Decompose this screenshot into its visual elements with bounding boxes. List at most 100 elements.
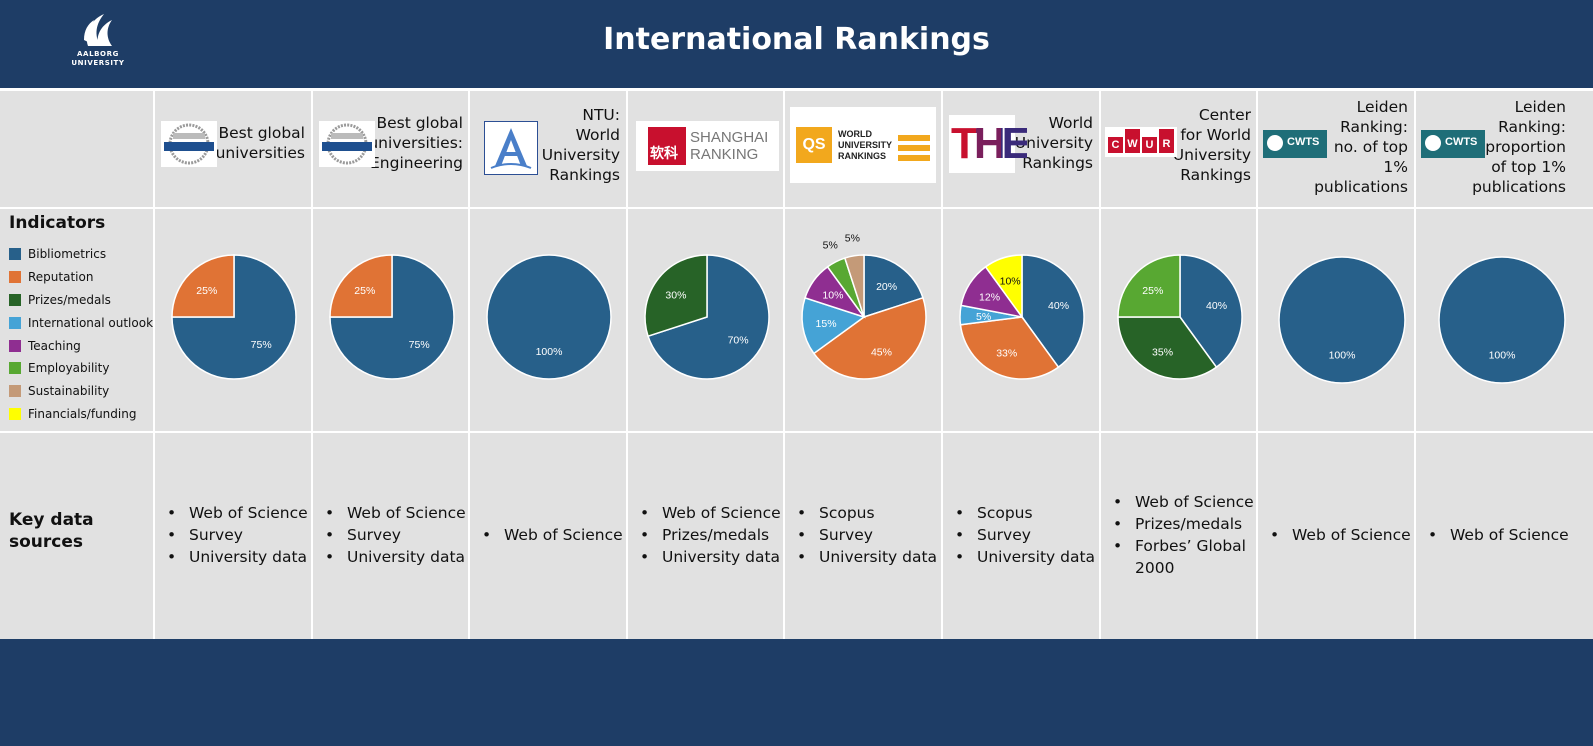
shanghai-ranking-logo: 软科 SHANGHAI RANKING <box>636 121 779 171</box>
pie-slice <box>171 254 235 318</box>
legend-label: Employability <box>28 361 110 376</box>
usnews-logo <box>319 121 375 167</box>
data-source-item: Scopus <box>797 502 937 524</box>
pie-slice <box>1021 254 1085 369</box>
legend-swatch <box>9 248 21 261</box>
pie-slice <box>1117 316 1218 380</box>
ranking-name: Best global universities: Engineering <box>319 113 463 173</box>
pie-slice <box>1278 256 1406 384</box>
data-source-item: Scopus <box>955 502 1095 524</box>
column-divider <box>941 91 943 639</box>
cwts-globe-icon <box>1267 135 1283 151</box>
ranking-name-line: University <box>541 146 620 164</box>
pie-slice <box>1438 256 1566 384</box>
pie-data-label: 40% <box>1206 300 1227 312</box>
data-source-item: Survey <box>325 524 466 546</box>
ranking-name: NTU: World University Rankings <box>476 105 620 185</box>
legend-swatch <box>9 293 21 306</box>
key-data-sources-label: Key data sources <box>9 509 94 553</box>
data-source-item: Forbes’ Global 2000 <box>1113 535 1259 579</box>
shanghai-mark-icon <box>648 127 686 165</box>
data-source-item: Prizes/medals <box>1113 513 1259 535</box>
data-source-item: University data <box>640 546 781 568</box>
data-sources-list: Web of ScienceSurveyUniversity data <box>313 502 466 568</box>
pie-data-label: 45% <box>871 346 892 358</box>
pie-chart: 70% 30% <box>644 254 770 380</box>
legend-item: Teaching <box>9 334 153 357</box>
data-source-item: Survey <box>797 524 937 546</box>
qs-mark: QS <box>796 127 832 163</box>
ranking-name-line: Ranking: <box>1340 118 1408 136</box>
pie-data-label: 12% <box>979 291 1000 303</box>
data-sources-list: Web of SciencePrizes/medalsForbes’ Globa… <box>1101 491 1259 579</box>
column-divider <box>1099 91 1101 639</box>
legend-item: Sustainability <box>9 380 153 403</box>
pie-data-label: 25% <box>196 285 217 297</box>
page-title: International Rankings <box>603 22 990 57</box>
legend-label: Prizes/medals <box>28 292 111 307</box>
ranking-name: Center for World University Rankings <box>1107 105 1251 185</box>
data-source-item: Web of Science <box>1270 524 1411 546</box>
data-source-item: University data <box>955 546 1095 568</box>
indicators-legend: Bibliometrics Reputation Prizes/medals Inte… <box>9 243 153 425</box>
data-sources-cell: Web of SciencePrizes/medalsUniversity da… <box>628 433 786 637</box>
rankings-table: Indicators Bibliometrics Reputation Prizes… <box>0 91 1593 639</box>
row-divider <box>0 431 1593 433</box>
ranking-name-line: World <box>575 126 620 144</box>
qs-logo-text: WORLD UNIVERSITY RANKINGS <box>838 129 893 161</box>
data-sources-cell: Web of Science <box>470 433 628 637</box>
pie-chart: 100% <box>486 254 612 380</box>
legend-item: Reputation <box>9 266 153 289</box>
data-sources-list: Web of SciencePrizes/medalsUniversity da… <box>628 502 781 568</box>
data-sources-cell: Web of ScienceSurveyUniversity data <box>155 433 313 637</box>
pie-charts: 75%25%75%25%100%70%30%20%45%15%10%5%5%40… <box>171 233 1566 384</box>
column-divider <box>153 91 155 639</box>
ranking-name-line: NTU: <box>582 106 620 124</box>
pie-data-label: 5% <box>823 240 838 252</box>
indicators-label: Indicators <box>9 213 106 233</box>
pie-slice <box>647 254 770 380</box>
key-data-sources-label-line: Key data <box>9 510 94 530</box>
ranking-name-line: 1% <box>1383 158 1408 176</box>
pie-data-label: 70% <box>728 335 749 347</box>
pie-slice <box>959 316 1060 380</box>
usnews-logo <box>161 121 217 167</box>
data-sources-cell: Web of ScienceSurveyUniversity data <box>313 433 471 637</box>
data-sources-list: Web of ScienceSurveyUniversity data <box>155 502 308 568</box>
pie-chart: 40% 35% 25% <box>1117 254 1243 380</box>
ranking-name-line: World <box>1048 114 1093 132</box>
ranking-name-line: Center <box>1198 106 1251 124</box>
legend-swatch <box>9 385 21 398</box>
pie-slice <box>863 254 924 319</box>
legend-swatch <box>9 407 21 420</box>
pie-data-label: 100% <box>1329 350 1356 362</box>
pie-chart: 40% 33% 5% 12%10% <box>959 254 1085 380</box>
ranking-name-line: publications <box>1472 178 1566 196</box>
legend-label: Financials/funding <box>28 406 137 421</box>
header-separator <box>0 88 1593 91</box>
data-source-item: Web of Science <box>482 524 623 546</box>
cwts-mark: CWTS <box>1445 136 1478 148</box>
cwts-logo: CWTS <box>1421 130 1485 158</box>
ranking-name-line: Engineering <box>370 154 463 172</box>
data-source-item: Survey <box>167 524 308 546</box>
pie-data-label: 40% <box>1048 300 1069 312</box>
ranking-name-line: University <box>1172 146 1251 164</box>
ranking-name-line: no. of top <box>1333 138 1408 156</box>
cwur-letter: C <box>1108 137 1123 153</box>
footer-bar <box>0 639 1593 746</box>
data-sources-cell: Web of Science <box>1258 433 1416 637</box>
ntu-logo <box>484 121 538 175</box>
data-sources-cell: ScopusSurveyUniversity data <box>943 433 1101 637</box>
pie-chart: 100% <box>1438 256 1566 384</box>
ntu-emblem-icon <box>490 128 532 169</box>
legend-label: Teaching <box>28 338 81 353</box>
pie-slice <box>812 296 927 380</box>
logo-text-line-1: AALBORG <box>77 50 119 58</box>
ranking-name-line: publications <box>1314 178 1408 196</box>
qs-rankings-logo: QS WORLD UNIVERSITY RANKINGS <box>790 107 936 183</box>
cwur-letter: W <box>1125 129 1140 153</box>
data-source-item: Web of Science <box>167 502 308 524</box>
data-source-item: Web of Science <box>1113 491 1259 513</box>
